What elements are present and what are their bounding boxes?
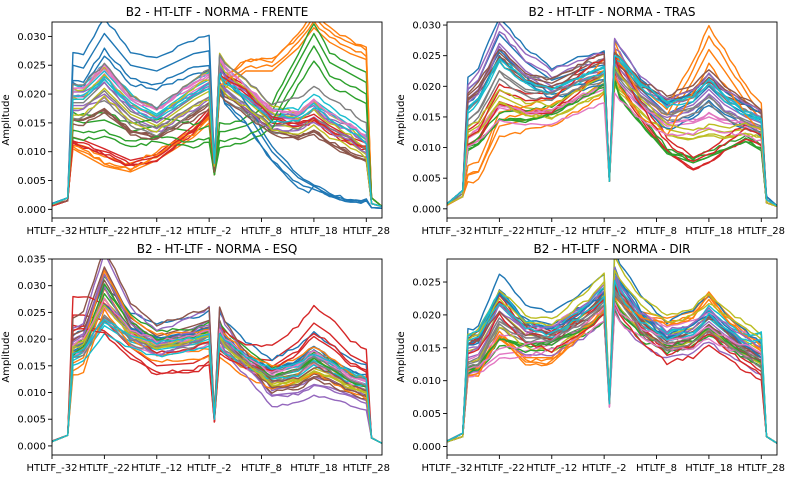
subplot-esq: 0.000 0.005 0.010 0.015 0.020 0.025 0.030 0.035… bbox=[1, 242, 390, 474]
y-tick-label: 0.005 bbox=[17, 176, 46, 187]
x-tick-label: HTLTF_28 bbox=[343, 463, 390, 474]
y-tick-label: 0.025 bbox=[412, 278, 441, 289]
y-tick-label: 0.030 bbox=[17, 281, 46, 292]
x-tick-label: HTLTF_-22 bbox=[79, 226, 130, 237]
chart-title: B2 - HT-LTF - NORMA - ESQ bbox=[137, 242, 298, 256]
y-axis-label: Amplitude bbox=[1, 331, 12, 382]
y-tick-label: 0.020 bbox=[17, 90, 46, 101]
series-lines bbox=[52, 22, 382, 209]
y-tick-label: 0.000 bbox=[17, 205, 46, 216]
series-lines bbox=[52, 259, 382, 444]
x-tick-label: HTLTF_18 bbox=[685, 226, 732, 237]
series-lines bbox=[447, 22, 777, 208]
x-tick-label: HTLTF_-32 bbox=[26, 226, 77, 237]
series-line-40 bbox=[447, 54, 777, 207]
x-tick-label: HTLTF_-12 bbox=[131, 463, 182, 474]
y-tick-label: 0.030 bbox=[412, 21, 441, 32]
y-tick-label: 0.025 bbox=[17, 308, 46, 319]
x-tick-label: HTLTF_28 bbox=[738, 463, 785, 474]
series-line-40 bbox=[447, 279, 777, 444]
x-tick-label: HTLTF_8 bbox=[636, 463, 677, 474]
y-axis-label: Amplitude bbox=[1, 94, 12, 145]
y-tick-label: 0.000 bbox=[412, 204, 441, 215]
y-axis-label: Amplitude bbox=[396, 94, 407, 145]
y-tick-label: 0.015 bbox=[412, 343, 441, 354]
y-tick-label: 0.030 bbox=[17, 32, 46, 43]
x-tick-label: HTLTF_18 bbox=[685, 463, 732, 474]
x-tick-label: HTLTF_-12 bbox=[526, 463, 577, 474]
x-tick-label: HTLTF_18 bbox=[290, 226, 337, 237]
series-line-40 bbox=[52, 318, 382, 444]
x-tick-label: HTLTF_-32 bbox=[26, 463, 77, 474]
y-tick-label: 0.025 bbox=[17, 61, 46, 72]
axes-frame bbox=[446, 21, 778, 219]
x-tick-label: HTLTF_-22 bbox=[474, 226, 525, 237]
x-tick-label: HTLTF_8 bbox=[241, 463, 282, 474]
subplot-tras: 0.000 0.005 0.010 0.015 0.020 0.025 0.030 HTLTF… bbox=[396, 5, 785, 237]
x-tick-label: HTLTF_-22 bbox=[474, 463, 525, 474]
y-tick-label: 0.035 bbox=[17, 255, 46, 266]
y-tick-label: 0.000 bbox=[17, 441, 46, 452]
series-line-33 bbox=[52, 45, 382, 208]
y-tick-label: 0.020 bbox=[412, 310, 441, 321]
subplot-frente: 0.000 0.005 0.010 0.015 0.020 0.025 0.030 HTLTF… bbox=[1, 5, 390, 237]
y-tick-label: 0.020 bbox=[17, 335, 46, 346]
chart-title: B2 - HT-LTF - NORMA - TRAS bbox=[529, 5, 696, 19]
x-tick-label: HTLTF_-2 bbox=[582, 463, 627, 474]
y-tick-label: 0.020 bbox=[412, 82, 441, 93]
series-lines bbox=[447, 259, 777, 444]
x-tick-label: HTLTF_-2 bbox=[187, 226, 232, 237]
y-tick-label: 0.015 bbox=[412, 112, 441, 123]
y-tick-label: 0.010 bbox=[17, 388, 46, 399]
x-tick-label: HTLTF_-32 bbox=[421, 463, 472, 474]
x-tick-label: HTLTF_-22 bbox=[79, 463, 130, 474]
x-tick-label: HTLTF_-2 bbox=[582, 226, 627, 237]
y-tick-label: 0.005 bbox=[412, 174, 441, 185]
axes-frame bbox=[51, 21, 383, 219]
x-tick-label: HTLTF_18 bbox=[290, 463, 337, 474]
x-tick-label: HTLTF_28 bbox=[738, 226, 785, 237]
chart-title: B2 - HT-LTF - NORMA - FRENTE bbox=[126, 5, 309, 19]
x-tick-label: HTLTF_-2 bbox=[187, 463, 232, 474]
y-tick-label: 0.005 bbox=[17, 415, 46, 426]
axes-frame bbox=[51, 258, 383, 456]
y-tick-label: 0.025 bbox=[412, 51, 441, 62]
y-axis-label: Amplitude bbox=[396, 331, 407, 382]
y-tick-label: 0.000 bbox=[412, 442, 441, 453]
y-tick-label: 0.010 bbox=[412, 376, 441, 387]
y-tick-label: 0.010 bbox=[17, 147, 46, 158]
series-line-40 bbox=[52, 73, 382, 208]
chart-title: B2 - HT-LTF - NORMA - DIR bbox=[533, 242, 690, 256]
x-tick-label: HTLTF_28 bbox=[343, 226, 390, 237]
x-tick-label: HTLTF_-12 bbox=[131, 226, 182, 237]
y-tick-label: 0.010 bbox=[412, 143, 441, 154]
x-tick-label: HTLTF_-12 bbox=[526, 226, 577, 237]
axes-frame bbox=[446, 258, 778, 456]
y-tick-label: 0.015 bbox=[17, 361, 46, 372]
y-tick-label: 0.005 bbox=[412, 409, 441, 420]
x-tick-label: HTLTF_8 bbox=[241, 226, 282, 237]
x-tick-label: HTLTF_-32 bbox=[421, 226, 472, 237]
series-line-36 bbox=[52, 259, 382, 444]
y-tick-label: 0.015 bbox=[17, 118, 46, 129]
x-tick-label: HTLTF_8 bbox=[636, 226, 677, 237]
